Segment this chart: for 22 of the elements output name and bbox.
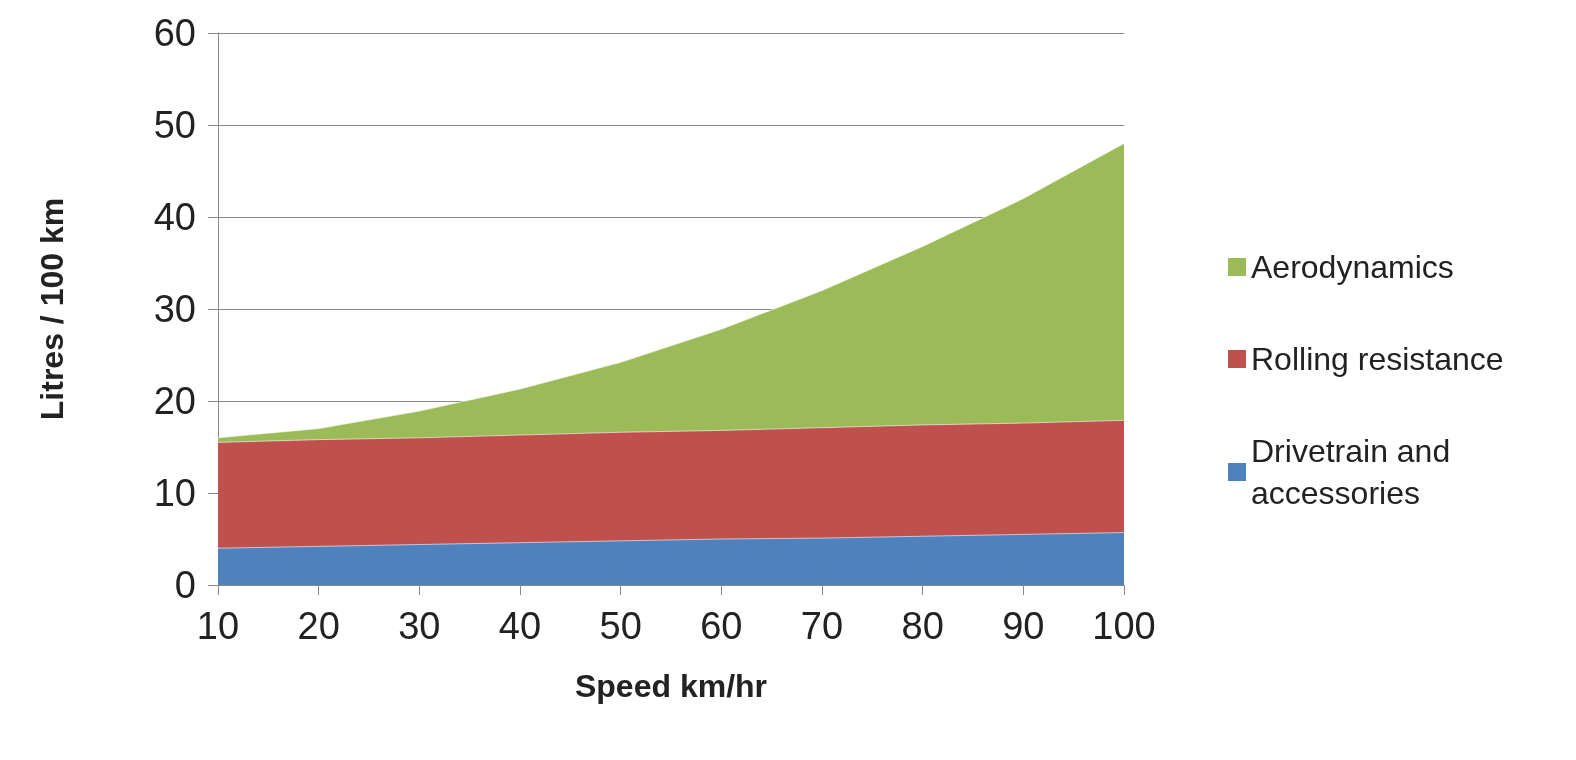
legend-label: Aerodynamics — [1251, 249, 1454, 285]
x-tick-label: 100 — [1092, 605, 1156, 647]
y-tick-label: 30 — [153, 288, 196, 330]
x-tick-label: 90 — [1002, 605, 1045, 647]
legend-label: Drivetrain and accessories — [1251, 433, 1460, 511]
y-tick-label: 50 — [153, 104, 196, 146]
y-axis-title: Litres / 100 km — [34, 197, 70, 421]
x-tick-label: 20 — [297, 605, 340, 647]
x-tick-label: 60 — [700, 605, 743, 647]
x-tick-label: 50 — [599, 605, 642, 647]
x-tick-label: 40 — [498, 605, 542, 647]
y-tick-label: 40 — [153, 196, 196, 238]
x-tick-label: 30 — [398, 605, 441, 647]
y-tick-label: 60 — [153, 12, 196, 54]
legend-label: Rolling resistance — [1251, 341, 1504, 377]
x-tick-label: 80 — [901, 605, 944, 647]
x-tick-label: 10 — [196, 605, 240, 647]
x-tick-label: 70 — [800, 605, 844, 647]
y-tick-label: 10 — [153, 472, 196, 514]
y-tick-label: 20 — [153, 380, 196, 422]
x-axis-title: Speed km/hr — [574, 668, 768, 704]
y-tick-label: 0 — [174, 564, 196, 606]
